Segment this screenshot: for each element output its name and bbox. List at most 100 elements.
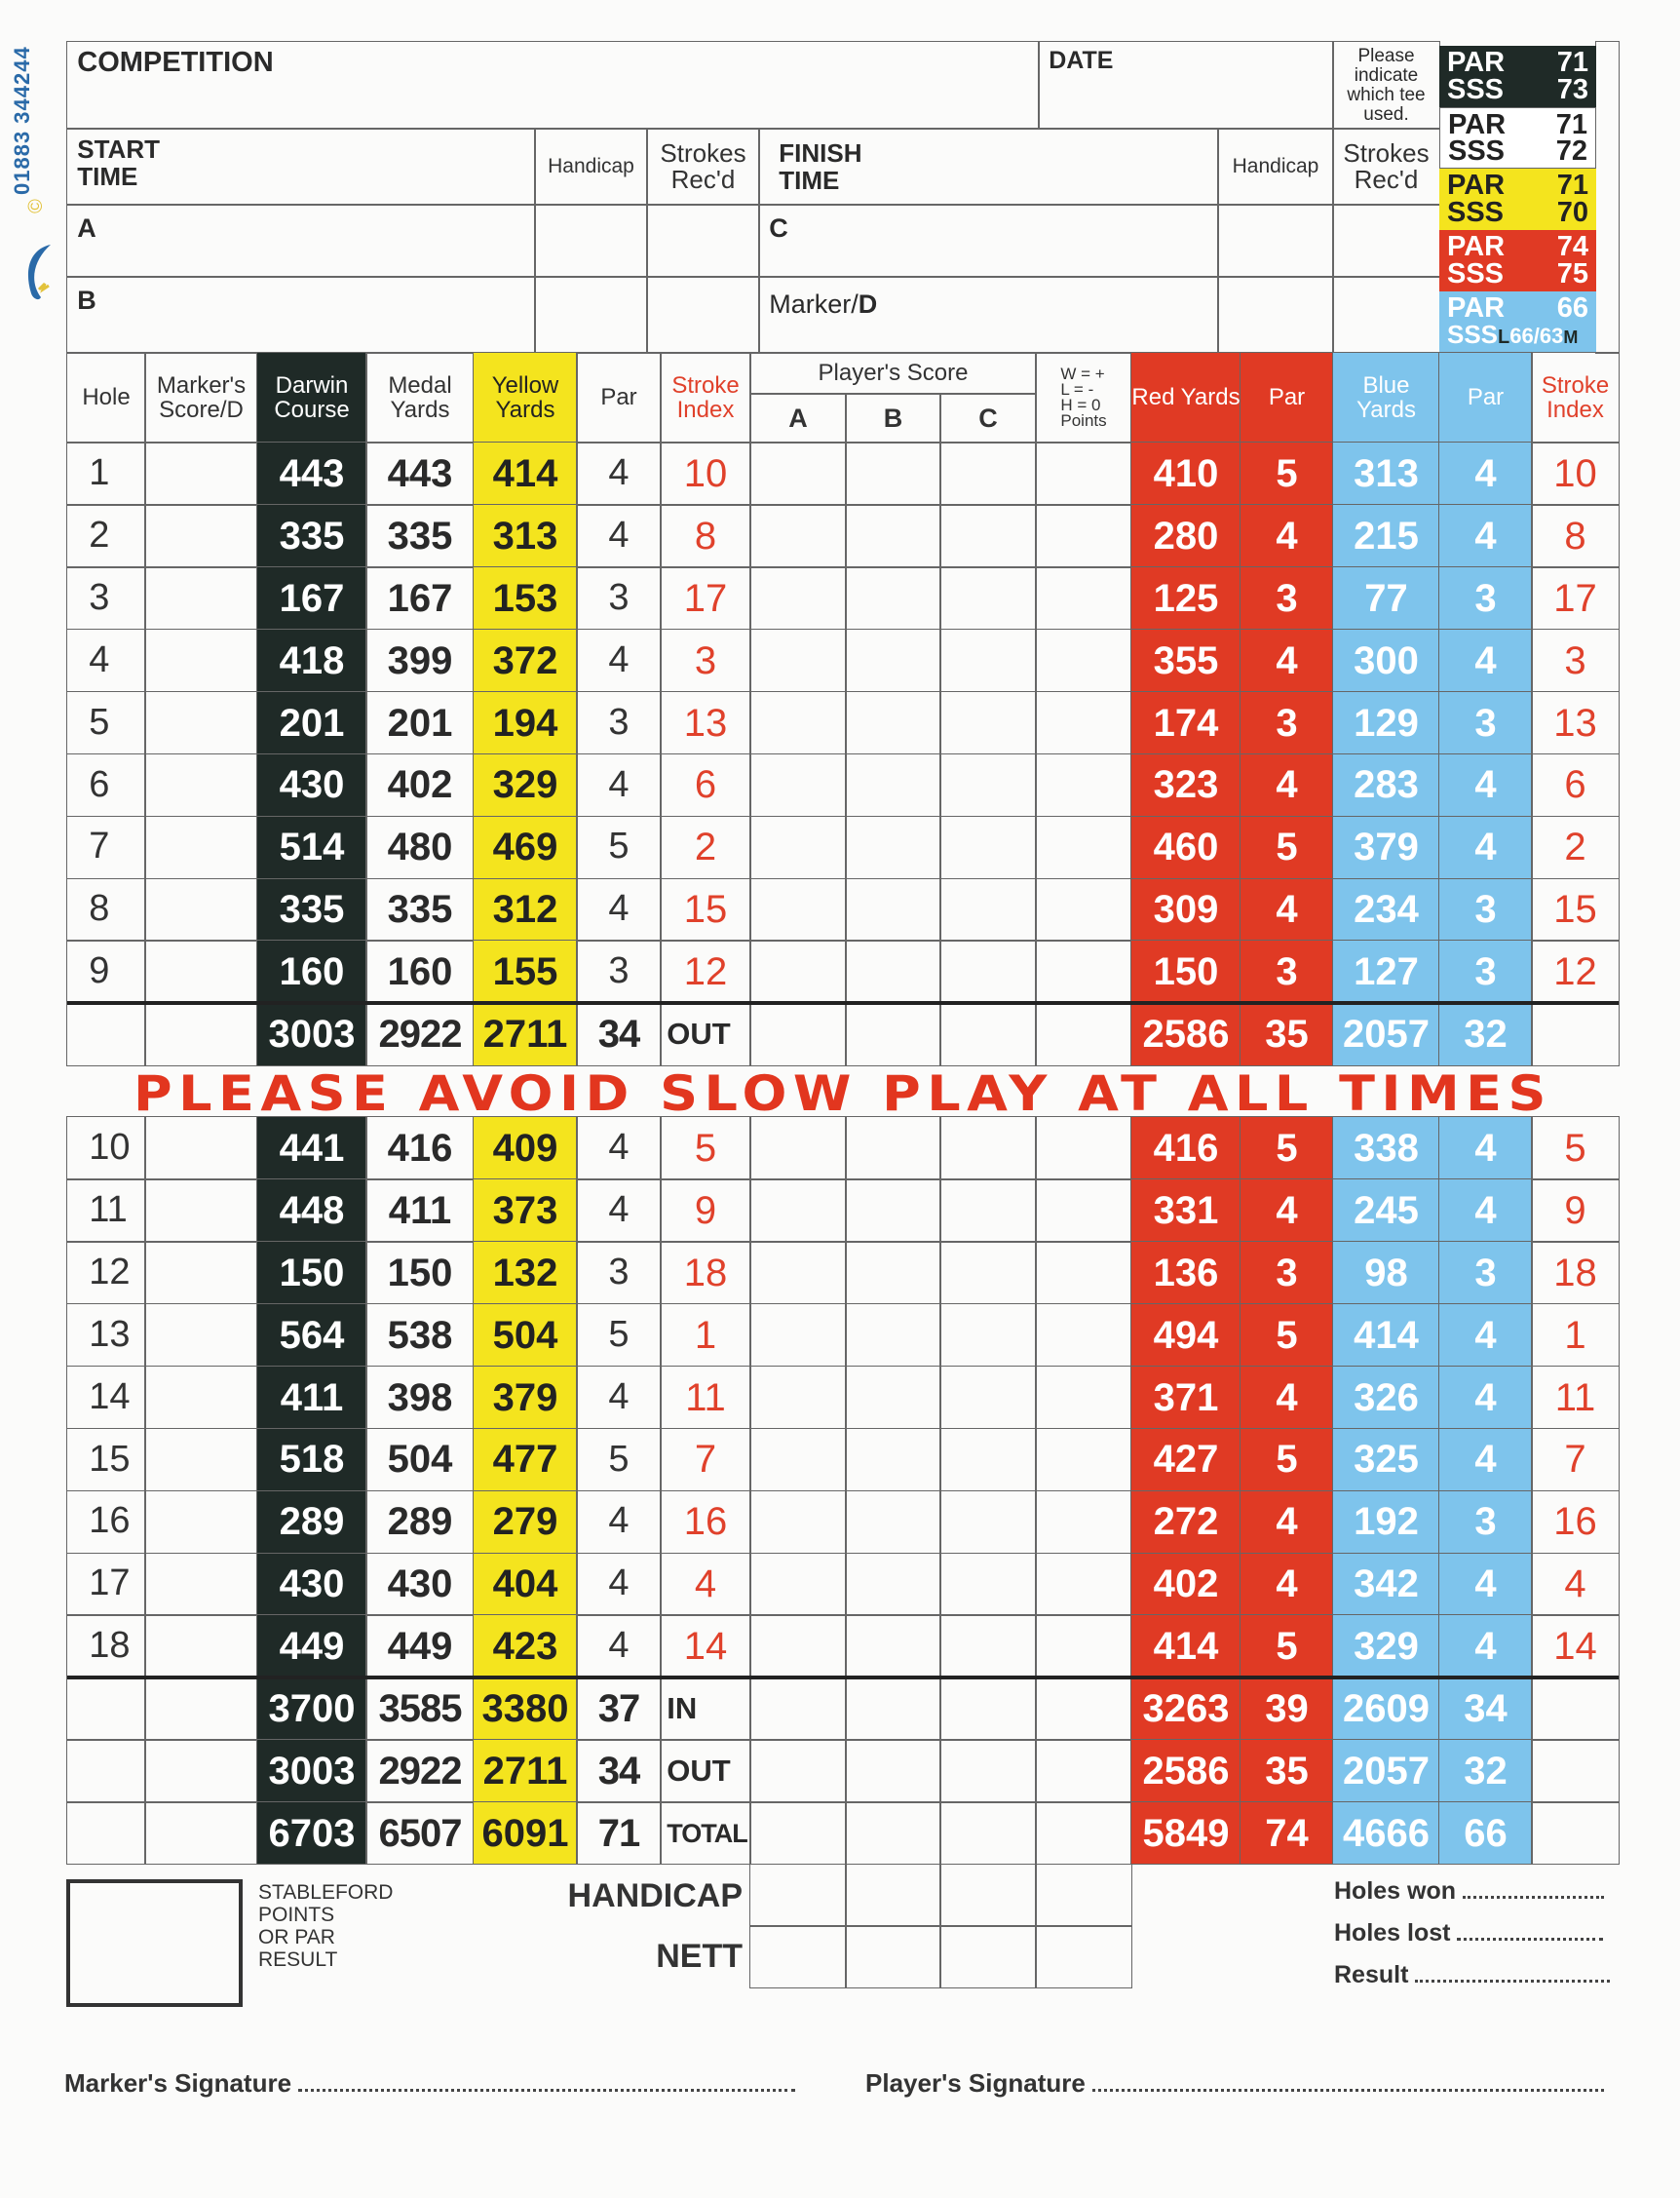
marker-score-input[interactable] — [144, 504, 258, 568]
marker-score-input[interactable] — [144, 940, 258, 1004]
player-c-score-input[interactable] — [939, 1427, 1037, 1492]
player-c-score-input[interactable] — [939, 877, 1037, 942]
player-c-score-input[interactable] — [939, 1241, 1037, 1305]
player-b-score-input[interactable] — [845, 1302, 941, 1368]
holes-lost-line[interactable]: Holes lost — [1334, 1919, 1604, 1947]
player-a-handicap-field[interactable] — [534, 204, 648, 278]
player-b-score-input[interactable] — [845, 504, 941, 568]
player-a-score-input[interactable] — [749, 1116, 847, 1180]
date-field[interactable]: DATE — [1038, 41, 1334, 130]
total-score-input[interactable] — [845, 1002, 941, 1066]
marker-score-input[interactable] — [144, 1614, 258, 1678]
total-score-input[interactable] — [749, 1002, 847, 1066]
player-b-score-input[interactable] — [845, 877, 941, 942]
player-a-score-input[interactable] — [749, 628, 847, 693]
handicap-input[interactable] — [939, 1864, 1037, 1927]
total-score-input[interactable] — [749, 1801, 847, 1866]
points-input[interactable] — [1035, 1302, 1132, 1368]
player-a-score-input[interactable] — [749, 940, 847, 1004]
tee-box-0[interactable]: PAR 71 SSS 73 — [1439, 46, 1596, 107]
player-a-score-input[interactable] — [749, 504, 847, 568]
points-input[interactable] — [1035, 442, 1132, 506]
player-b-score-input[interactable] — [845, 628, 941, 693]
total-score-input[interactable] — [144, 1677, 258, 1741]
points-input[interactable] — [1035, 1116, 1132, 1180]
player-signature-line[interactable]: Player's Signature — [865, 2068, 1605, 2099]
total-score-input[interactable] — [845, 1739, 941, 1803]
finish-time-field[interactable]: FINISH TIME — [758, 128, 1219, 206]
points-input[interactable] — [1035, 1241, 1132, 1305]
player-b-score-input[interactable] — [845, 1614, 941, 1678]
marker-score-input[interactable] — [144, 815, 258, 880]
player-a-score-input[interactable] — [749, 1241, 847, 1305]
marker-signature-line[interactable]: Marker's Signature — [64, 2068, 796, 2099]
tee-box-4[interactable]: PAR 66 SSSL66/63M — [1439, 291, 1596, 353]
marker-score-input[interactable] — [144, 1116, 258, 1180]
player-c-score-input[interactable] — [939, 1552, 1037, 1616]
total-score-input[interactable] — [1035, 1801, 1132, 1866]
player-b-score-input[interactable] — [845, 940, 941, 1004]
total-score-input[interactable] — [845, 1801, 941, 1866]
nett-input[interactable] — [1035, 1925, 1132, 1988]
marker-score-input[interactable] — [144, 1489, 258, 1555]
marker-name-field[interactable]: Marker/D — [758, 276, 1219, 354]
marker-score-input[interactable] — [144, 1365, 258, 1430]
player-a-score-input[interactable] — [749, 815, 847, 880]
points-input[interactable] — [1035, 815, 1132, 880]
player-b-score-input[interactable] — [845, 1552, 941, 1616]
points-input[interactable] — [1035, 566, 1132, 631]
total-score-input[interactable] — [144, 1739, 258, 1803]
player-c-score-input[interactable] — [939, 1116, 1037, 1180]
total-score-input[interactable] — [144, 1002, 258, 1066]
player-b-name-field[interactable]: B — [66, 276, 536, 354]
player-c-score-input[interactable] — [939, 1178, 1037, 1243]
player-a-strokes-field[interactable] — [646, 204, 760, 278]
points-input[interactable] — [1035, 1427, 1132, 1492]
player-b-score-input[interactable] — [845, 566, 941, 631]
total-score-input[interactable] — [749, 1739, 847, 1803]
total-score-input[interactable] — [1035, 1002, 1132, 1066]
player-a-name-field[interactable]: A — [66, 204, 536, 278]
total-score-input[interactable] — [749, 1677, 847, 1741]
marker-score-input[interactable] — [144, 690, 258, 755]
points-input[interactable] — [1035, 1365, 1132, 1430]
player-c-score-input[interactable] — [939, 1302, 1037, 1368]
player-c-score-input[interactable] — [939, 504, 1037, 568]
player-a-score-input[interactable] — [749, 1489, 847, 1555]
nett-input[interactable] — [749, 1925, 847, 1988]
marker-score-input[interactable] — [144, 442, 258, 506]
points-input[interactable] — [1035, 504, 1132, 568]
total-score-input[interactable] — [845, 1677, 941, 1741]
total-score-input[interactable] — [939, 1002, 1037, 1066]
points-input[interactable] — [1035, 1178, 1132, 1243]
total-score-input[interactable] — [144, 1801, 258, 1866]
player-c-score-input[interactable] — [939, 628, 1037, 693]
player-a-score-input[interactable] — [749, 1365, 847, 1430]
player-c-score-input[interactable] — [939, 690, 1037, 755]
holes-won-line[interactable]: Holes won — [1334, 1877, 1604, 1906]
player-c-score-input[interactable] — [939, 752, 1037, 818]
tee-box-1[interactable]: PAR 71 SSS 72 — [1439, 107, 1596, 169]
player-b-score-input[interactable] — [845, 1427, 941, 1492]
total-score-input[interactable] — [1035, 1739, 1132, 1803]
player-c-score-input[interactable] — [939, 566, 1037, 631]
marker-score-input[interactable] — [144, 628, 258, 693]
points-input[interactable] — [1035, 1614, 1132, 1678]
player-b-handicap-field[interactable] — [534, 276, 648, 354]
player-b-score-input[interactable] — [845, 442, 941, 506]
player-a-score-input[interactable] — [749, 877, 847, 942]
marker-score-input[interactable] — [144, 1552, 258, 1616]
player-a-score-input[interactable] — [749, 442, 847, 506]
player-b-score-input[interactable] — [845, 1116, 941, 1180]
total-score-input[interactable] — [1035, 1677, 1132, 1741]
player-a-score-input[interactable] — [749, 752, 847, 818]
points-input[interactable] — [1035, 628, 1132, 693]
marker-score-input[interactable] — [144, 1241, 258, 1305]
competition-field[interactable]: COMPETITION — [66, 41, 1040, 130]
player-a-score-input[interactable] — [749, 1178, 847, 1243]
player-c-score-input[interactable] — [939, 815, 1037, 880]
total-score-input[interactable] — [939, 1677, 1037, 1741]
player-a-score-input[interactable] — [749, 1427, 847, 1492]
marker-score-input[interactable] — [144, 1178, 258, 1243]
marker-score-input[interactable] — [144, 566, 258, 631]
